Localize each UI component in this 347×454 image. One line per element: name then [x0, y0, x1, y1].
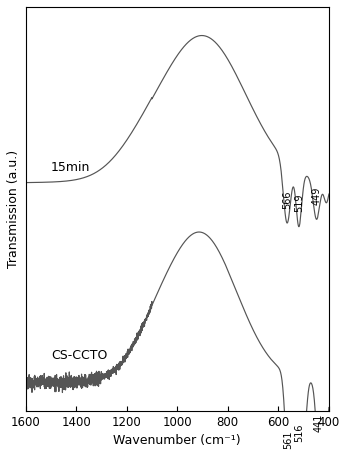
Text: 516: 516	[295, 424, 305, 442]
Y-axis label: Transmission (a.u.): Transmission (a.u.)	[7, 150, 20, 268]
Text: CS-CCTO: CS-CCTO	[51, 349, 107, 361]
Text: 519: 519	[294, 194, 304, 212]
Text: 566: 566	[282, 190, 292, 209]
Text: 449: 449	[312, 187, 322, 205]
Text: 15min: 15min	[51, 161, 90, 174]
X-axis label: Wavenumber (cm⁻¹): Wavenumber (cm⁻¹)	[113, 434, 241, 447]
Text: 561: 561	[283, 431, 293, 449]
Text: 441: 441	[314, 414, 323, 433]
